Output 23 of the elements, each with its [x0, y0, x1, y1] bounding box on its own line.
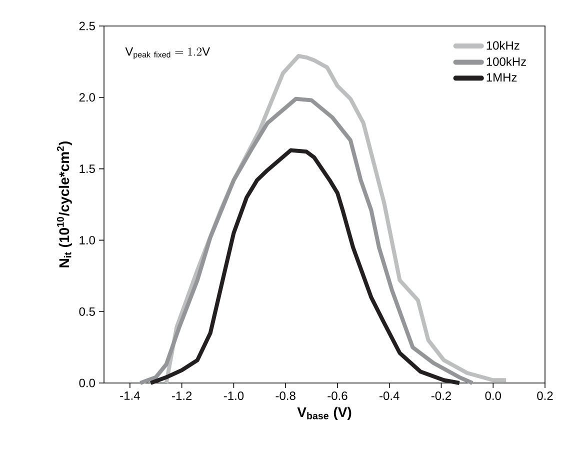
line-series: [148, 148, 462, 385]
legend-label: 10kHz: [486, 40, 520, 50]
line-series: [138, 96, 474, 385]
y-tick-label: 1.5: [80, 164, 95, 173]
legend-label: 1MHz: [486, 73, 517, 82]
legend-label: 100kHz: [486, 57, 526, 66]
x-axis-title: V$_{base}$ (V): [297, 406, 352, 420]
y-tick-label: 0.0: [79, 378, 96, 388]
x-tick-label: -1.0: [224, 392, 244, 400]
x-tick-label: -1.4: [120, 392, 140, 400]
x-tick-label: -0.2: [431, 392, 451, 400]
x-tick-label: 0.2: [537, 392, 553, 400]
x-tick-label: -0.6: [328, 392, 348, 400]
x-tick-label: -0.8: [276, 392, 296, 400]
annotation: $\mathrm{V}_{\mathrm{peak\ fixed}} = 1.2\mathrm{V}$: [125, 47, 210, 60]
y-tick-label: 1.0: [80, 236, 96, 244]
y-axis-title: N$_{it}$ (10$^{10}$/cycle*cm$^{2}$): [56, 142, 72, 268]
y-tick-label: 2.5: [79, 22, 95, 30]
y-tick-label: 2.0: [79, 93, 96, 102]
x-tick-label: 0.0: [485, 392, 502, 400]
x-tick-label: -0.4: [380, 392, 400, 400]
x-tick-label: -1.2: [172, 392, 192, 400]
y-tick-label: 0.5: [79, 307, 95, 316]
